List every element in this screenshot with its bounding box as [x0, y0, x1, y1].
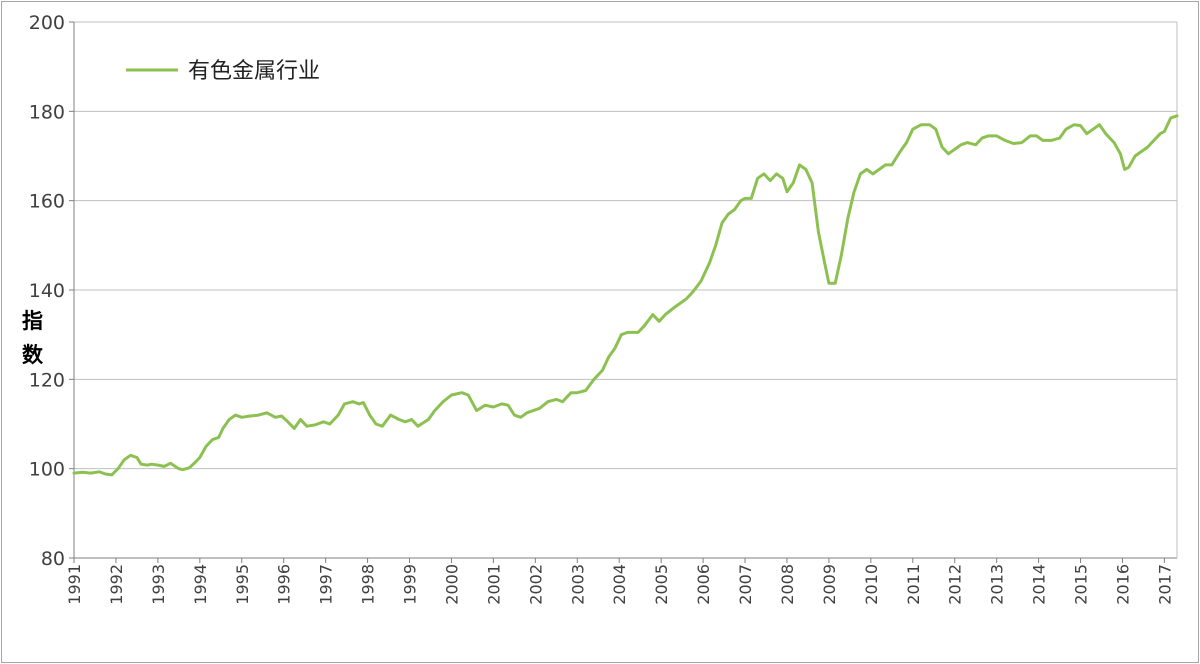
x-tick-label-2000: 2000	[442, 564, 461, 605]
x-tick-label-1994: 1994	[191, 564, 210, 605]
gridlines	[74, 21, 1177, 470]
y-tick-label-100: 100	[29, 459, 65, 481]
x-tick-label-2017: 2017	[1155, 564, 1174, 605]
x-tick-label-2016: 2016	[1113, 564, 1132, 605]
y-axis-tick-labels: 80 100 120 140 160 180 200	[29, 12, 74, 570]
x-tick-label-2010: 2010	[862, 564, 881, 605]
x-tick-label-1998: 1998	[359, 564, 378, 605]
x-tick-label-2005: 2005	[652, 564, 671, 605]
x-tick-label-1995: 1995	[233, 564, 252, 605]
x-tick-label-2001: 2001	[484, 564, 503, 605]
y-tick-label-200: 200	[29, 12, 65, 34]
x-tick-label-2012: 2012	[946, 564, 965, 605]
x-tick-label-2004: 2004	[610, 564, 629, 605]
x-tick-label-2014: 2014	[1030, 564, 1049, 605]
x-tick-label-2006: 2006	[694, 564, 713, 605]
x-tick-label-1991: 1991	[65, 564, 84, 605]
x-tick-label-2008: 2008	[778, 564, 797, 605]
y-tick-label-180: 180	[29, 101, 65, 123]
x-tick-label-1997: 1997	[317, 564, 336, 605]
series-lines	[72, 114, 1179, 477]
y-tick-label-120: 120	[29, 369, 65, 391]
x-tick-label-1993: 1993	[149, 564, 168, 605]
x-tick-label-2002: 2002	[526, 564, 545, 605]
x-tick-label-2015: 2015	[1072, 564, 1091, 605]
legend-label: 有色金属行业	[188, 59, 320, 84]
y-tick-label-80: 80	[41, 548, 65, 570]
x-tick-label-1999: 1999	[401, 564, 420, 605]
x-tick-label-1992: 1992	[107, 564, 126, 605]
x-tick-label-2007: 2007	[736, 564, 755, 605]
x-tick-label-2003: 2003	[568, 564, 587, 605]
legend: 有色金属行业	[126, 59, 320, 84]
x-tick-label-2013: 2013	[988, 564, 1007, 605]
x-axis-tick-labels: 1991 1992 1993 1994 1995 1996 1997 1998 1999 2000…	[65, 558, 1174, 605]
y-axis-label-char-1: 指	[22, 309, 43, 333]
y-tick-label-140: 140	[29, 280, 65, 302]
x-tick-label-2009: 2009	[820, 564, 839, 605]
x-tick-label-1996: 1996	[275, 564, 294, 605]
x-tick-label-2011: 2011	[904, 564, 923, 605]
series-line-0	[72, 114, 1179, 477]
y-axis-label-char-2: 数	[22, 343, 44, 367]
y-tick-label-160: 160	[29, 191, 65, 213]
